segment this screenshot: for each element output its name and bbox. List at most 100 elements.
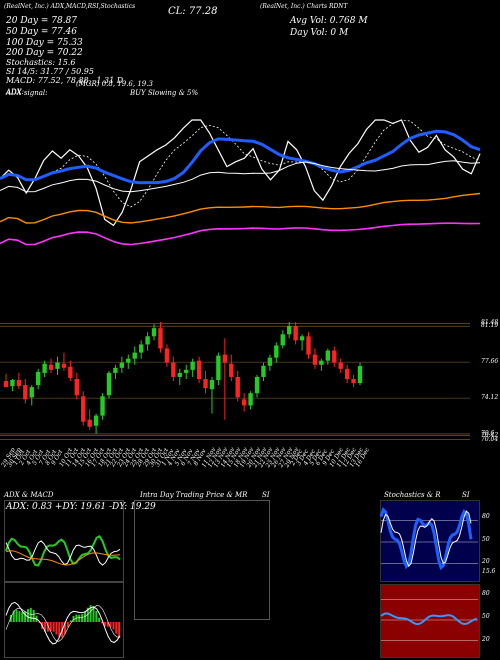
intraday-panel-title: Intra Day Trading Price & MR (140, 491, 248, 499)
stoch-axis-20: 20 (482, 558, 490, 565)
candle-body (158, 328, 163, 349)
candle-body (325, 350, 331, 361)
stochastics-readout: Stochastics: 15.6 (6, 58, 76, 67)
price-tick-label: 81.19 (481, 322, 499, 330)
macd-histogram-bar (112, 622, 115, 630)
macd-histogram-bar (55, 622, 58, 635)
macd-histogram-bar (95, 611, 98, 622)
candle-body (306, 336, 311, 355)
chart-indicator-heading: (RealNet, Inc.) ADX,MACD,RSI,Stochastics (4, 3, 136, 10)
price-tick-label: 81.48 (481, 319, 499, 327)
macd-histogram-bar (66, 622, 69, 628)
candle-body (209, 380, 215, 390)
candle-body (241, 399, 247, 406)
adx-panel-values: ADX: 0.83 +DY: 19.61 -DY: 19.29 (6, 502, 156, 512)
rsi-axis-50: 50 (482, 613, 490, 620)
candle-body (61, 363, 67, 368)
si-readout: SI 14/5: 31.77 / 50.95 (6, 67, 94, 76)
candle-body (10, 380, 15, 387)
macd-readout: MACD: 77.52, 78.88, -1.31 D (6, 76, 124, 85)
adx-line (5, 550, 121, 566)
candle-body (357, 365, 363, 384)
candle-body (293, 326, 298, 341)
macd-histogram-bar (38, 622, 41, 623)
stoch-axis-value: 15.6 (482, 568, 496, 575)
sma100-label: 100 Day = 75.33 (6, 38, 83, 48)
day-volume-label: Day Vol: 0 M (290, 28, 349, 38)
macd-histogram-bar (12, 610, 15, 622)
candle-body (113, 367, 118, 373)
macd-histogram-bar (115, 622, 118, 634)
rsi-axis-20: 20 (482, 636, 490, 643)
candle-body (190, 361, 195, 370)
adx-signal-value: BUY Slowing & 5% (130, 89, 199, 97)
candle-body (100, 396, 105, 416)
candle-body (254, 376, 260, 394)
adx-panel-title: ADX & MACD (4, 491, 54, 499)
close-price-label: CL: 77.28 (168, 6, 218, 17)
candle-body (87, 419, 92, 427)
price-tick-label: 70.04 (481, 435, 499, 443)
rsi-line (380, 612, 478, 626)
candle-body (29, 387, 34, 398)
candle-body (222, 354, 228, 363)
candle-body (319, 360, 324, 365)
candle-body (274, 345, 279, 358)
intraday-si-label: SI (262, 491, 270, 499)
candle-body (35, 371, 41, 386)
candle-body (23, 385, 28, 400)
candle-body (119, 362, 125, 368)
sma100-line (0, 160, 481, 193)
candle-body (332, 350, 337, 363)
macd-histogram-bar (109, 622, 112, 628)
candle-body (151, 328, 157, 337)
price-tick-label: 70.42 (481, 431, 499, 439)
sma50-line (0, 129, 481, 185)
adx-value: (MGR) 0.8, 19.6, 19.3 (76, 80, 153, 88)
macd-signal-line (5, 605, 121, 642)
intraday-panel (134, 500, 270, 620)
candle-body (42, 363, 47, 373)
macd-histogram-bar (58, 622, 61, 638)
ema-line (0, 192, 481, 224)
candle-body (164, 348, 170, 363)
candle-body (145, 336, 150, 345)
candle-body (229, 363, 234, 377)
macd-histogram-bar (72, 615, 75, 622)
macd-histogram-bar (92, 606, 95, 622)
macd-histogram-bar (52, 622, 55, 632)
macd-histogram-bar (21, 612, 24, 622)
candle-body (312, 354, 318, 365)
macd-histogram-bar (24, 611, 27, 622)
candle-body (48, 364, 54, 370)
sma20-label: 20 Day = 78.87 (6, 16, 78, 26)
sma200-line (0, 222, 481, 246)
macd-histogram-bar (49, 622, 52, 631)
rsi-panel (380, 584, 480, 658)
macd-histogram-bar (18, 611, 21, 622)
stoch-axis-50: 50 (482, 536, 490, 543)
candle-body (126, 358, 131, 363)
macd-histogram-bar (86, 607, 89, 622)
candle-body (261, 365, 266, 377)
macd-histogram-bar (46, 622, 49, 632)
macd-histogram-bar (103, 622, 106, 627)
sma200-label: 200 Day = 70.22 (6, 48, 83, 58)
candle-body (81, 396, 86, 422)
adx-panel (4, 500, 124, 582)
candle-body (203, 379, 208, 389)
macd-histogram-bar (81, 614, 84, 622)
candle-body (171, 362, 176, 377)
candle-body (177, 372, 182, 377)
macd-histogram-bar (89, 605, 92, 622)
price-tick-label: 77.66 (481, 358, 499, 366)
macd-histogram-bar (69, 620, 72, 622)
adx-plus-line (5, 535, 121, 567)
candle-body (280, 334, 285, 346)
stoch-d-line (380, 510, 472, 568)
stoch-axis-80: 80 (482, 513, 490, 520)
candle-body (196, 360, 202, 379)
macd-histogram-bar (106, 622, 109, 627)
